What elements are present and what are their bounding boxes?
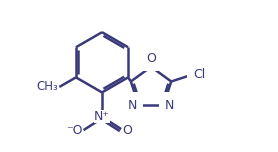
Text: CH₃: CH₃	[36, 80, 58, 93]
Text: ⁻O: ⁻O	[66, 124, 82, 137]
Text: N: N	[165, 99, 175, 112]
Text: N⁺: N⁺	[94, 110, 110, 123]
Text: N: N	[128, 99, 137, 112]
Text: O: O	[122, 124, 132, 137]
Text: O: O	[146, 52, 156, 65]
Text: Cl: Cl	[193, 68, 205, 81]
